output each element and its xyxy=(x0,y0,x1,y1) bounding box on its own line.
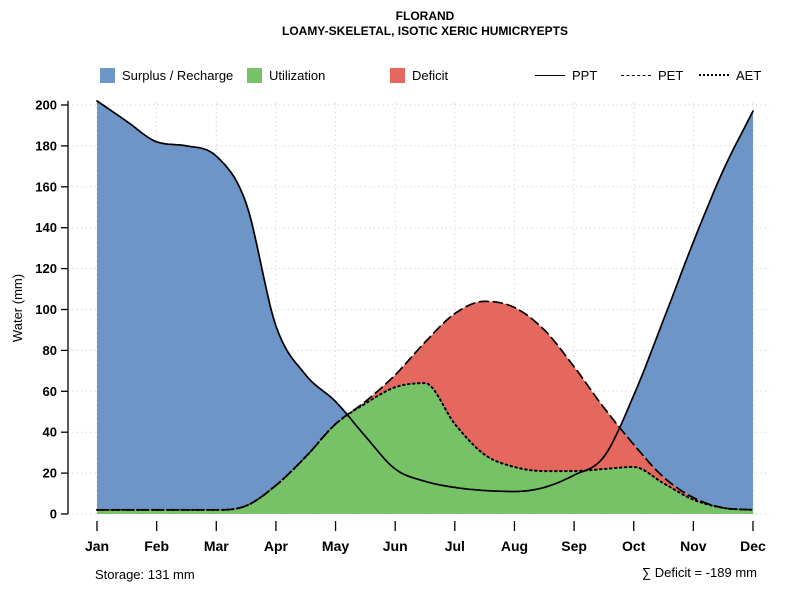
utilization-area xyxy=(97,383,753,514)
svg-text:Oct: Oct xyxy=(622,538,646,554)
svg-text:140: 140 xyxy=(35,220,57,235)
svg-text:Sep: Sep xyxy=(561,538,587,554)
solid-line-icon xyxy=(535,74,565,76)
deficit-swatch-icon xyxy=(390,67,405,83)
svg-text:Nov: Nov xyxy=(680,538,707,554)
surplus-area xyxy=(619,111,753,510)
dotted-line-icon xyxy=(699,74,729,76)
svg-text:100: 100 xyxy=(35,302,57,317)
svg-text:Jan: Jan xyxy=(85,538,109,554)
deficit-area xyxy=(335,301,724,508)
svg-text:Apr: Apr xyxy=(264,538,289,554)
legend-item-utilization: Utilization xyxy=(247,66,325,84)
svg-text:May: May xyxy=(322,538,349,554)
surplus-swatch-icon xyxy=(100,67,115,83)
svg-text:Dec: Dec xyxy=(740,538,766,554)
svg-text:Aug: Aug xyxy=(501,538,528,554)
storage-annotation: Storage: 131 mm xyxy=(95,567,195,582)
chart-title: FLORAND LOAMY-SKELETAL, ISOTIC XERIC HUM… xyxy=(50,9,800,39)
legend-item-aet: AET xyxy=(699,66,761,84)
legend-item-ppt: PPT xyxy=(535,66,597,84)
chart-title-line2: LOAMY-SKELETAL, ISOTIC XERIC HUMICRYEPTS xyxy=(281,24,568,38)
svg-text:Mar: Mar xyxy=(204,538,229,554)
legend-item-surplus: Surplus / Recharge xyxy=(100,66,233,84)
legend-pet-label: PET xyxy=(658,67,684,83)
chart-title-line1: FLORAND xyxy=(395,9,455,23)
legend-aet-label: AET xyxy=(736,67,762,83)
svg-text:120: 120 xyxy=(35,261,57,276)
svg-text:Jul: Jul xyxy=(445,538,465,554)
chart-legend: Surplus / Recharge Utilization Deficit P… xyxy=(0,66,800,86)
svg-text:200: 200 xyxy=(35,98,57,113)
pet-line xyxy=(96,300,754,511)
svg-text:0: 0 xyxy=(50,507,57,522)
svg-text:80: 80 xyxy=(43,343,57,358)
legend-ppt-label: PPT xyxy=(572,67,598,83)
legend-utilization-label: Utilization xyxy=(269,67,326,83)
legend-item-pet: PET xyxy=(621,66,683,84)
ppt-line xyxy=(96,100,754,493)
svg-text:20: 20 xyxy=(43,466,57,481)
deficit-sum-annotation: ∑ Deficit = -189 mm xyxy=(641,565,757,580)
svg-text:180: 180 xyxy=(35,138,57,153)
surplus-area xyxy=(97,100,348,510)
legend-item-deficit: Deficit xyxy=(390,66,448,84)
legend-deficit-label: Deficit xyxy=(412,67,449,83)
svg-text:Feb: Feb xyxy=(144,538,169,554)
svg-text:160: 160 xyxy=(35,179,57,194)
svg-text:Jun: Jun xyxy=(383,538,408,554)
svg-text:60: 60 xyxy=(43,384,57,399)
aet-line xyxy=(96,382,754,511)
dashed-line-icon xyxy=(621,74,651,76)
legend-surplus-label: Surplus / Recharge xyxy=(122,67,234,83)
utilization-swatch-icon xyxy=(247,67,262,83)
svg-text:40: 40 xyxy=(43,425,57,440)
